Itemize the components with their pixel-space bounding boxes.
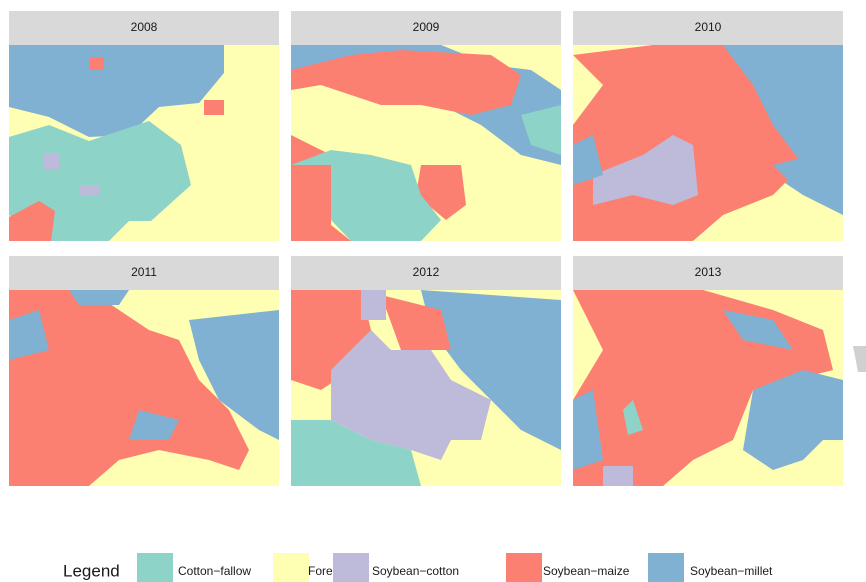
panel-title: 2008 xyxy=(131,20,158,34)
land-patch xyxy=(381,295,451,350)
land-patch xyxy=(129,410,179,440)
land-patch xyxy=(603,466,633,486)
panel-strip xyxy=(9,256,279,290)
land-patch xyxy=(623,400,643,435)
land-patch xyxy=(743,370,843,470)
legend-label: Soybean−millet xyxy=(690,564,773,578)
land-patch xyxy=(44,153,59,169)
map xyxy=(573,45,843,241)
panel-strip xyxy=(573,11,843,45)
land-patch xyxy=(291,420,421,486)
land-patch xyxy=(189,310,279,440)
land-patch xyxy=(9,310,49,360)
land-patch xyxy=(593,135,698,205)
land-patch xyxy=(9,201,55,241)
land-patch xyxy=(79,185,99,195)
land-patch xyxy=(9,290,249,486)
land-patch xyxy=(421,290,561,450)
map xyxy=(291,45,561,241)
panel-title: 2011 xyxy=(131,265,157,279)
scroll-arrow xyxy=(853,346,866,372)
legend-swatch xyxy=(333,553,369,582)
panel-title: 2013 xyxy=(695,265,722,279)
panel-title: 2010 xyxy=(695,20,722,34)
land-patch xyxy=(773,155,833,195)
panel-strip xyxy=(291,256,561,290)
legend-swatch xyxy=(506,553,542,582)
legend-label: Cotton−fallow xyxy=(178,564,251,578)
land-patch xyxy=(291,150,441,241)
land-patch xyxy=(331,330,491,460)
land-patch xyxy=(204,100,224,115)
panel-strip xyxy=(291,11,561,45)
land-patch xyxy=(416,165,466,220)
panel-strip xyxy=(573,256,843,290)
land-patch xyxy=(573,390,603,470)
legend-swatch xyxy=(137,553,173,582)
land-patch xyxy=(521,105,561,155)
panel-strip xyxy=(9,11,279,45)
legend-swatch xyxy=(648,553,684,582)
map xyxy=(291,290,561,486)
legend-label: Soybean−cotton xyxy=(372,564,459,578)
map xyxy=(9,45,279,241)
land-patch xyxy=(573,135,603,185)
map xyxy=(573,290,843,486)
land-patch xyxy=(89,57,104,70)
legend-swatch xyxy=(273,553,309,582)
land-patch xyxy=(723,310,793,350)
panel-title: 2012 xyxy=(413,265,440,279)
panel-title: 2009 xyxy=(413,20,440,34)
land-patch xyxy=(291,50,521,115)
land-patch xyxy=(69,290,129,305)
land-patch xyxy=(9,45,224,137)
land-patch xyxy=(361,290,386,320)
map xyxy=(9,290,279,486)
legend-title: Legend xyxy=(63,561,120,580)
legend-label: Soybean−maize xyxy=(543,564,630,578)
